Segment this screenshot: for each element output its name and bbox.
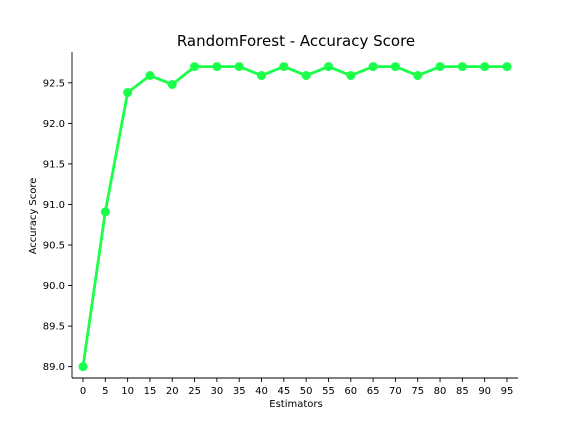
x-tick-label: 35 [233,386,246,397]
series-layer [78,62,512,372]
data-point [190,62,200,72]
x-tick-label: 15 [144,386,157,397]
y-tick-label: 89.0 [43,362,65,373]
data-point [301,71,311,81]
series-line [81,65,507,367]
data-point [145,71,155,81]
y-tick-label: 90.0 [43,281,65,292]
x-tick-label: 95 [501,386,514,397]
data-point [78,362,88,372]
x-axis: 0 5 10 15 20 25 30 35 40 45 50 55 60 65 70 75 80 85 90 95 [72,377,518,397]
x-tick-label: 50 [300,386,313,397]
x-tick-label: 65 [367,386,380,397]
data-point [413,71,423,81]
data-point [457,62,467,72]
data-point [435,62,445,72]
x-tick-label: 55 [322,386,335,397]
x-tick-label: 10 [121,386,134,397]
x-axis-label: Estimators [269,399,322,410]
data-point [100,207,110,217]
x-tick-label: 0 [80,386,86,397]
data-point [502,62,512,72]
y-tick-label: 92.5 [43,78,65,89]
data-point [480,62,490,72]
data-point [390,62,400,72]
y-tick-label: 92.0 [43,119,65,130]
y-tick-label: 90.5 [43,241,65,252]
data-point [323,62,333,72]
data-point [368,62,378,72]
y-axis: 89.0 89.5 90.0 90.5 91.0 91.5 92.0 92.5 [43,52,73,378]
y-tick-label: 89.5 [43,322,65,333]
x-tick-label: 40 [255,386,268,397]
x-tick-label: 5 [102,386,108,397]
x-tick-label: 90 [478,386,491,397]
data-point [279,62,289,72]
data-point [123,88,133,98]
y-tick-label: 91.0 [43,200,65,211]
y-tick-label: 91.5 [43,159,65,170]
chart-title: RandomForest - Accuracy Score [177,32,415,50]
x-tick-label: 70 [389,386,402,397]
x-tick-label: 85 [456,386,469,397]
data-point [234,62,244,72]
x-tick-label: 20 [166,386,179,397]
x-tick-label: 45 [277,386,290,397]
data-point [257,71,267,81]
data-point [167,79,177,89]
data-point [212,62,222,72]
x-tick-label: 30 [211,386,224,397]
y-axis-label: Accuracy Score [28,178,39,255]
data-point [346,71,356,81]
x-tick-label: 25 [188,386,201,397]
x-tick-label: 80 [434,386,447,397]
x-tick-label: 75 [411,386,424,397]
x-tick-label: 60 [344,386,357,397]
